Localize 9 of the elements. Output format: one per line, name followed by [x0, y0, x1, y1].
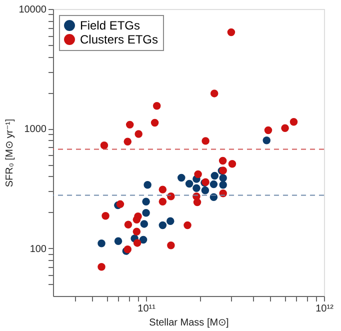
x-tick-label: 10¹¹	[138, 304, 156, 314]
y-tick-label: 1000	[24, 124, 47, 136]
legend-label: Field ETGs	[80, 18, 140, 32]
y-tick-label: 100	[30, 244, 47, 255]
x-axis-title: Stellar Mass [M⊙]	[149, 318, 230, 328]
y-axis-title: SFR₀ [M⊙ yr⁻¹]	[4, 118, 16, 188]
legend-label: Clusters ETGs	[80, 32, 158, 46]
y-tick-label: 10000	[18, 4, 47, 16]
x-tick-label: 10¹²	[316, 304, 334, 314]
